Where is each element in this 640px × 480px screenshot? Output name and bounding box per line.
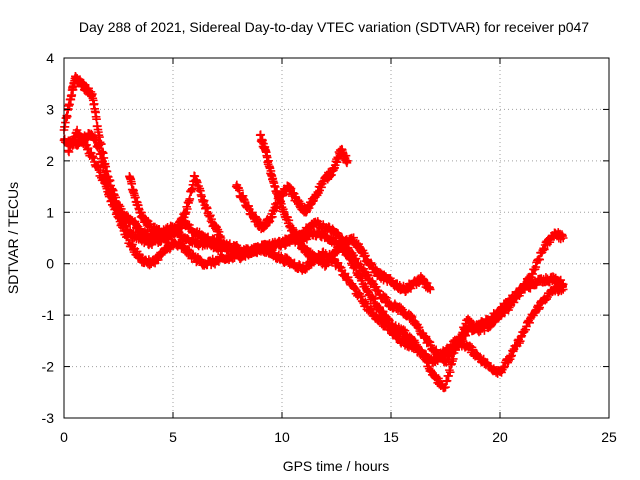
data-point — [445, 367, 455, 377]
y-tick-label: -2 — [42, 359, 55, 375]
plot-frame — [63, 57, 610, 419]
x-axis-label: GPS time / hours — [283, 458, 390, 474]
y-tick-label: 0 — [46, 256, 54, 272]
data-point — [64, 147, 74, 157]
x-tick-label: 5 — [169, 429, 177, 445]
data-point — [343, 156, 352, 166]
y-axis: 4 3 2 1 0 -1 -2 -3 — [42, 50, 609, 426]
y-tick-label: 2 — [46, 153, 54, 169]
series-track-e — [231, 144, 352, 234]
data-point — [185, 194, 195, 204]
x-tick-label: 15 — [383, 429, 399, 445]
x-tick-label: 0 — [60, 429, 68, 445]
y-tick-label: 4 — [46, 50, 54, 66]
y-tick-label: -1 — [42, 307, 55, 323]
data-point — [535, 255, 545, 264]
y-tick-label: -3 — [42, 410, 55, 426]
data-point — [92, 114, 101, 124]
x-tick-label: 25 — [601, 429, 617, 445]
x-axis: 0 5 10 15 20 25 — [60, 58, 617, 445]
chart-title: Day 288 of 2021, Sidereal Day-to-day VTE… — [79, 19, 589, 35]
x-tick-label: 20 — [492, 429, 508, 445]
series-track-f — [125, 171, 226, 244]
y-tick-label: 3 — [46, 101, 54, 117]
y-axis-label: SDTVAR / TECUs — [5, 182, 21, 294]
data-point — [425, 285, 435, 294]
data-points — [59, 72, 568, 393]
data-point — [216, 233, 226, 243]
series-track-c — [64, 125, 568, 378]
data-point — [558, 233, 568, 243]
x-tick-label: 10 — [274, 429, 290, 445]
data-point — [558, 285, 568, 294]
data-point — [105, 190, 115, 199]
y-tick-label: 1 — [46, 204, 54, 220]
